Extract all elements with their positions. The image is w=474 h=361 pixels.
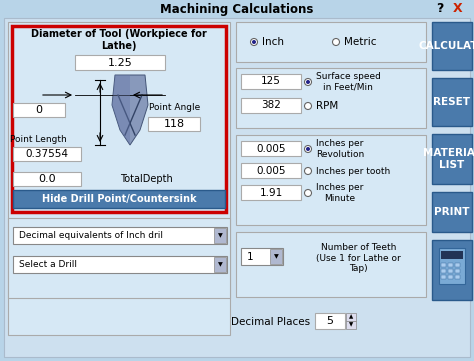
Circle shape [304, 168, 311, 174]
Bar [455, 263, 460, 267]
Bar [13, 227, 227, 244]
Text: 1: 1 [247, 252, 254, 261]
Text: ▼: ▼ [218, 262, 222, 267]
Bar [441, 251, 463, 259]
Bar [8, 22, 230, 335]
Text: PRINT: PRINT [434, 207, 470, 217]
Text: 1.91: 1.91 [259, 187, 283, 197]
Text: 118: 118 [164, 119, 184, 129]
Bar [8, 218, 230, 298]
Bar [13, 103, 65, 117]
Text: Point Angle: Point Angle [149, 104, 201, 113]
Bar [241, 248, 283, 265]
Bar [346, 313, 356, 321]
Bar [13, 190, 225, 208]
Bar [432, 192, 472, 232]
Text: ▼: ▼ [349, 322, 353, 327]
Bar [448, 263, 453, 267]
Bar [455, 275, 460, 279]
Bar [241, 185, 301, 200]
Bar [441, 269, 446, 273]
Text: ?: ? [436, 3, 444, 16]
Bar [432, 22, 472, 70]
Text: Inch: Inch [262, 37, 284, 47]
Text: Inches per
Minute: Inches per Minute [316, 183, 364, 203]
Text: Decimal equivalents of Inch dril: Decimal equivalents of Inch dril [19, 231, 163, 240]
Circle shape [304, 78, 311, 86]
Text: Select a Drill: Select a Drill [19, 260, 77, 269]
Text: 0.0: 0.0 [38, 174, 56, 184]
Text: 0.005: 0.005 [256, 165, 286, 175]
Circle shape [304, 145, 311, 152]
Bar [241, 98, 301, 113]
Polygon shape [112, 75, 148, 145]
Bar [241, 163, 301, 178]
Bar [13, 172, 81, 186]
Bar [241, 74, 301, 89]
Text: MATERIAL
LIST: MATERIAL LIST [423, 148, 474, 170]
Circle shape [304, 103, 311, 109]
Bar [236, 135, 426, 225]
Text: Decimal Places: Decimal Places [231, 317, 310, 327]
Text: 1.25: 1.25 [108, 57, 132, 68]
Text: Machining Calculations: Machining Calculations [160, 3, 314, 16]
Text: Inches per
Revolution: Inches per Revolution [316, 139, 364, 159]
Bar [432, 134, 472, 184]
Text: Hide Drill Point/Countersink: Hide Drill Point/Countersink [42, 194, 196, 204]
Bar [236, 22, 426, 62]
Polygon shape [112, 75, 130, 145]
Circle shape [306, 147, 310, 151]
Bar [448, 269, 453, 273]
Bar [12, 26, 226, 212]
Text: Point Length: Point Length [9, 135, 66, 144]
Bar [236, 232, 426, 297]
Bar [441, 263, 446, 267]
Text: 0.005: 0.005 [256, 144, 286, 153]
Bar [315, 313, 345, 329]
Bar [439, 248, 465, 284]
Text: 0.37554: 0.37554 [26, 149, 69, 159]
Text: 0: 0 [36, 105, 43, 115]
Bar [148, 117, 200, 131]
Bar [0, 0, 474, 18]
Bar [13, 147, 81, 161]
Bar [236, 68, 426, 128]
Text: ▼: ▼ [218, 233, 222, 238]
Bar [432, 78, 472, 126]
Bar [441, 275, 446, 279]
Text: ▲: ▲ [349, 314, 353, 319]
Bar [455, 269, 460, 273]
Bar [214, 228, 226, 243]
Text: Surface speed
in Feet/Min: Surface speed in Feet/Min [316, 72, 381, 92]
Text: X: X [453, 3, 463, 16]
Text: 5: 5 [327, 316, 334, 326]
Bar [448, 275, 453, 279]
Circle shape [252, 40, 256, 44]
Text: Diameter of Tool (Workpiece for
Lathe): Diameter of Tool (Workpiece for Lathe) [31, 29, 207, 51]
Text: Number of Teeth
(Use 1 for Lathe or
Tap): Number of Teeth (Use 1 for Lathe or Tap) [316, 243, 401, 273]
Text: RESET: RESET [434, 97, 471, 107]
Text: Inches per tooth: Inches per tooth [316, 166, 390, 175]
Text: Metric: Metric [344, 37, 376, 47]
Circle shape [332, 39, 339, 45]
Bar [241, 141, 301, 156]
Bar [214, 257, 226, 272]
Bar [75, 55, 165, 70]
Text: 125: 125 [261, 77, 281, 87]
Circle shape [250, 39, 257, 45]
Text: ▼: ▼ [273, 254, 278, 259]
Bar [13, 256, 227, 273]
Bar [432, 240, 472, 300]
Bar [346, 321, 356, 329]
Circle shape [306, 80, 310, 84]
Text: RPM: RPM [316, 101, 338, 111]
Bar [270, 249, 282, 264]
Circle shape [304, 190, 311, 196]
Text: CALCULATE: CALCULATE [419, 41, 474, 51]
Text: 382: 382 [261, 100, 281, 110]
Text: TotalDepth: TotalDepth [120, 174, 173, 184]
